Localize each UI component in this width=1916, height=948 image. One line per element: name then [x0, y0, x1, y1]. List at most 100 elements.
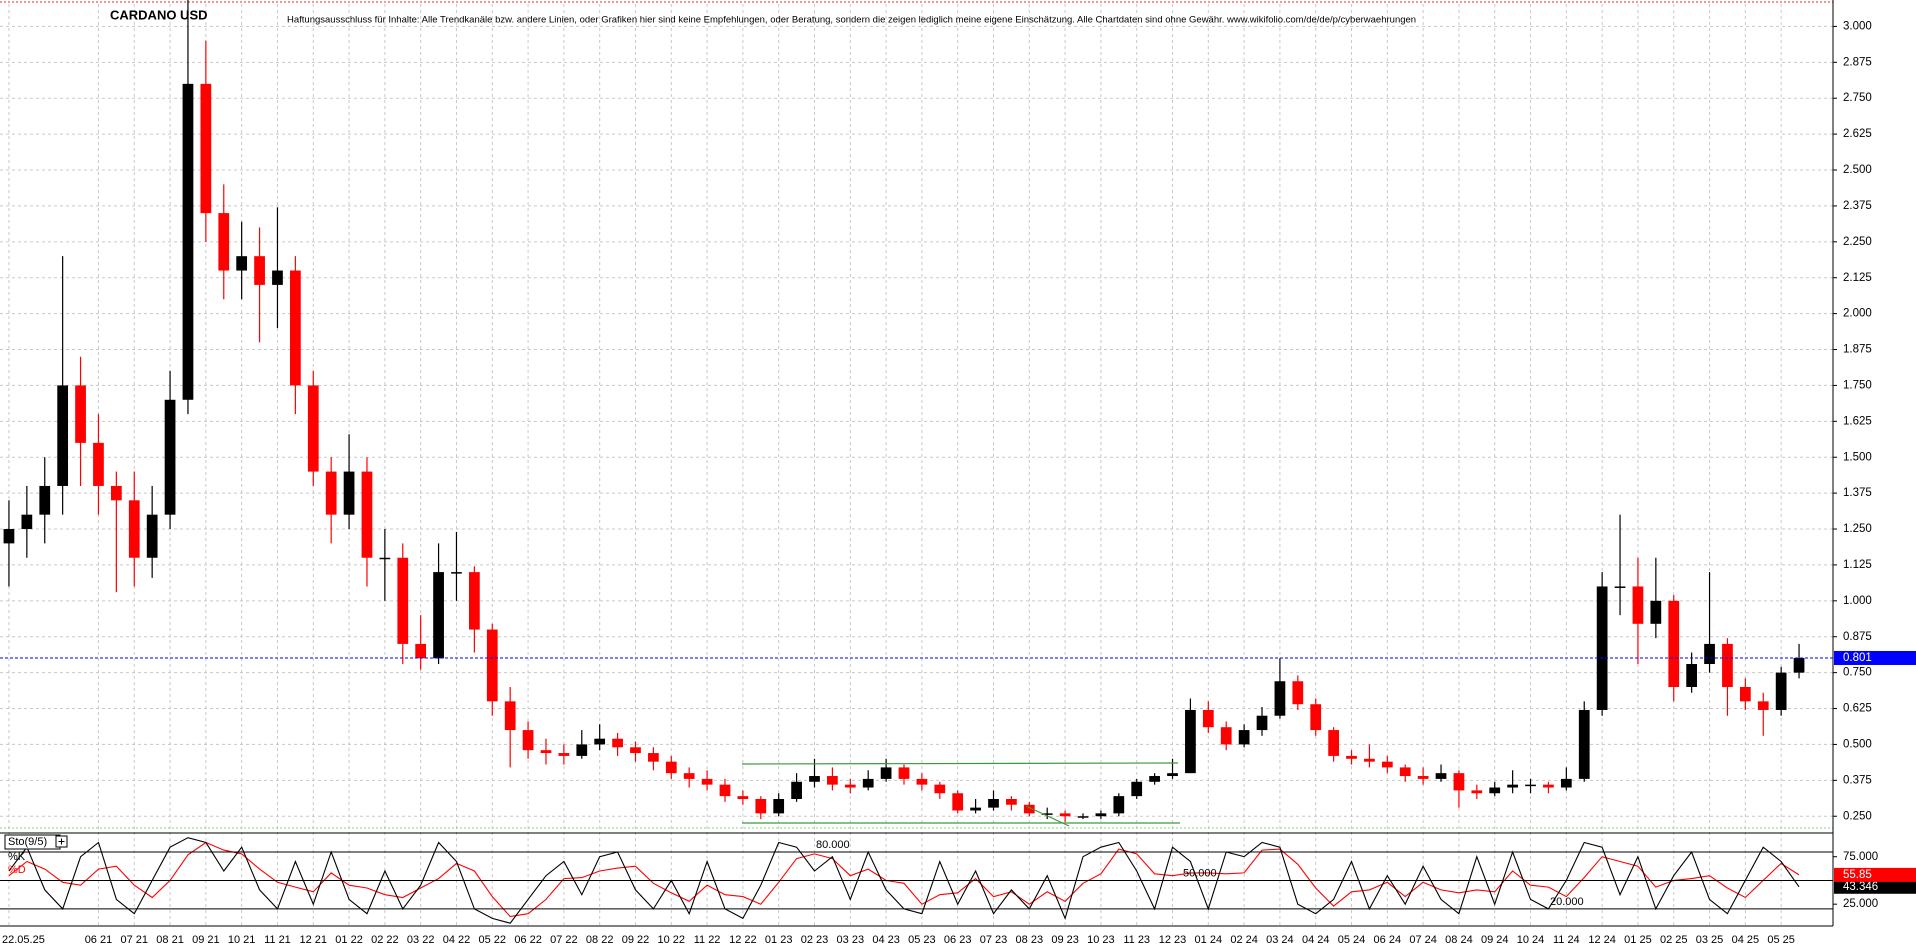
level-label: 20.000 — [1550, 896, 1584, 908]
y-tick-label: 1.250 — [1843, 523, 1872, 535]
x-tick-label: 06 21 — [85, 934, 113, 946]
y-tick-label: 0.375 — [1843, 774, 1872, 786]
candle-body — [1399, 767, 1411, 777]
candle-body — [93, 442, 104, 486]
x-tick-label: 07 24 — [1409, 934, 1437, 946]
candle-body — [1632, 586, 1644, 624]
x-tick-label: 05 22 — [479, 934, 507, 946]
candle-body — [665, 761, 677, 774]
x-tick-label: 02 23 — [801, 934, 829, 946]
y-tick-label: 2.500 — [1843, 164, 1872, 176]
x-tick-label: 02 22 — [371, 934, 399, 946]
x-tick-label: 05 23 — [908, 934, 936, 946]
legend-entry: %K — [8, 851, 26, 863]
candle-body — [1650, 600, 1662, 624]
candle-body — [1668, 600, 1680, 687]
candle-body — [1560, 778, 1572, 788]
candle-body — [1185, 709, 1196, 774]
y-tick-label: 25.000 — [1843, 898, 1878, 910]
candle-body — [1578, 709, 1590, 779]
x-tick-label: 11 24 — [1553, 934, 1580, 946]
candle-body — [1346, 755, 1357, 759]
y-tick-label: 2.000 — [1843, 308, 1872, 320]
candle-body — [486, 629, 498, 702]
candle-body — [1238, 730, 1250, 745]
x-tick-label: 12 24 — [1588, 934, 1616, 946]
candle-body — [57, 385, 69, 486]
x-tick-label: 01 25 — [1624, 934, 1652, 946]
candle-body — [1417, 776, 1429, 779]
x-tick-label: 07 21 — [120, 934, 148, 946]
x-tick-label: 07 23 — [980, 934, 1008, 946]
trend-line — [1025, 805, 1070, 827]
candle-body — [558, 753, 570, 756]
y-tick-label: 0.250 — [1843, 810, 1872, 822]
mark-layer — [3, 0, 1805, 924]
candle-body — [1077, 816, 1089, 818]
candle-body — [648, 753, 659, 762]
y-tick-label: 1.875 — [1843, 344, 1872, 356]
candle-body — [1381, 761, 1393, 768]
candle-body — [1220, 727, 1232, 745]
candle-body — [3, 529, 15, 544]
x-tick-label: 08 24 — [1445, 934, 1473, 946]
y-tick-label: 2.250 — [1843, 236, 1872, 248]
candle-body — [397, 557, 409, 644]
y-tick-label: 0.625 — [1843, 703, 1872, 715]
x-tick-label: 12 21 — [300, 934, 328, 946]
y-tick-label: 2.875 — [1843, 56, 1872, 68]
y-tick-label: 1.375 — [1843, 487, 1872, 499]
x-tick-label: 11 23 — [1123, 934, 1150, 946]
candle-body — [594, 738, 606, 745]
x-tick-label: 04 22 — [443, 934, 471, 946]
legend-entry: %D — [8, 864, 26, 876]
y-tick-label: 2.375 — [1843, 200, 1872, 212]
candle-body — [612, 738, 623, 748]
candle-body — [1095, 813, 1107, 817]
x-tick-label: 10 23 — [1087, 934, 1115, 946]
candle-body — [200, 83, 212, 214]
candle-body — [343, 471, 355, 515]
candle-body — [1149, 776, 1160, 782]
level-label: 80.000 — [816, 839, 850, 851]
last-price-box — [1834, 650, 1916, 665]
candle-body — [827, 776, 838, 785]
y-tick-label: 1.750 — [1843, 379, 1872, 391]
candle-body — [218, 213, 230, 271]
candle-body — [844, 784, 856, 788]
candle-body — [1543, 784, 1554, 788]
x-tick-label: 06 23 — [944, 934, 972, 946]
candle-body — [1364, 758, 1375, 762]
y-tick-label: 0.500 — [1843, 738, 1872, 750]
x-tick-label: 08 21 — [156, 934, 184, 946]
candle-body — [110, 485, 122, 501]
candle-body — [146, 514, 158, 558]
candle-body — [862, 778, 874, 788]
candle-body — [361, 471, 373, 558]
chart-title: CARDANO USD — [110, 7, 208, 22]
candle-body — [469, 572, 480, 630]
candle-body — [1328, 730, 1339, 756]
indicator-title: Sto(9/5) — [8, 836, 47, 848]
y-tick-label: 1.125 — [1843, 559, 1872, 571]
value-label: 55.85 — [1843, 869, 1872, 881]
x-tick-label: 08 23 — [1016, 934, 1044, 946]
candle-body — [898, 767, 910, 779]
candle-body — [1775, 672, 1787, 710]
candle-body — [755, 799, 767, 814]
candle-body — [952, 793, 964, 811]
candle-body — [791, 781, 802, 800]
x-tick-label: 09 24 — [1481, 934, 1509, 946]
candle-body — [451, 572, 462, 574]
candle-body — [1023, 804, 1035, 814]
candle-body — [433, 572, 444, 659]
x-tick-label: 12 23 — [1159, 934, 1187, 946]
x-tick-label: 05 24 — [1338, 934, 1366, 946]
candle-body — [39, 485, 51, 515]
candle-body — [1614, 586, 1626, 588]
candle-body — [1596, 586, 1608, 710]
x-tick-label: 02 25 — [1660, 934, 1688, 946]
value-box — [1834, 879, 1916, 894]
candle-body — [1167, 773, 1178, 777]
